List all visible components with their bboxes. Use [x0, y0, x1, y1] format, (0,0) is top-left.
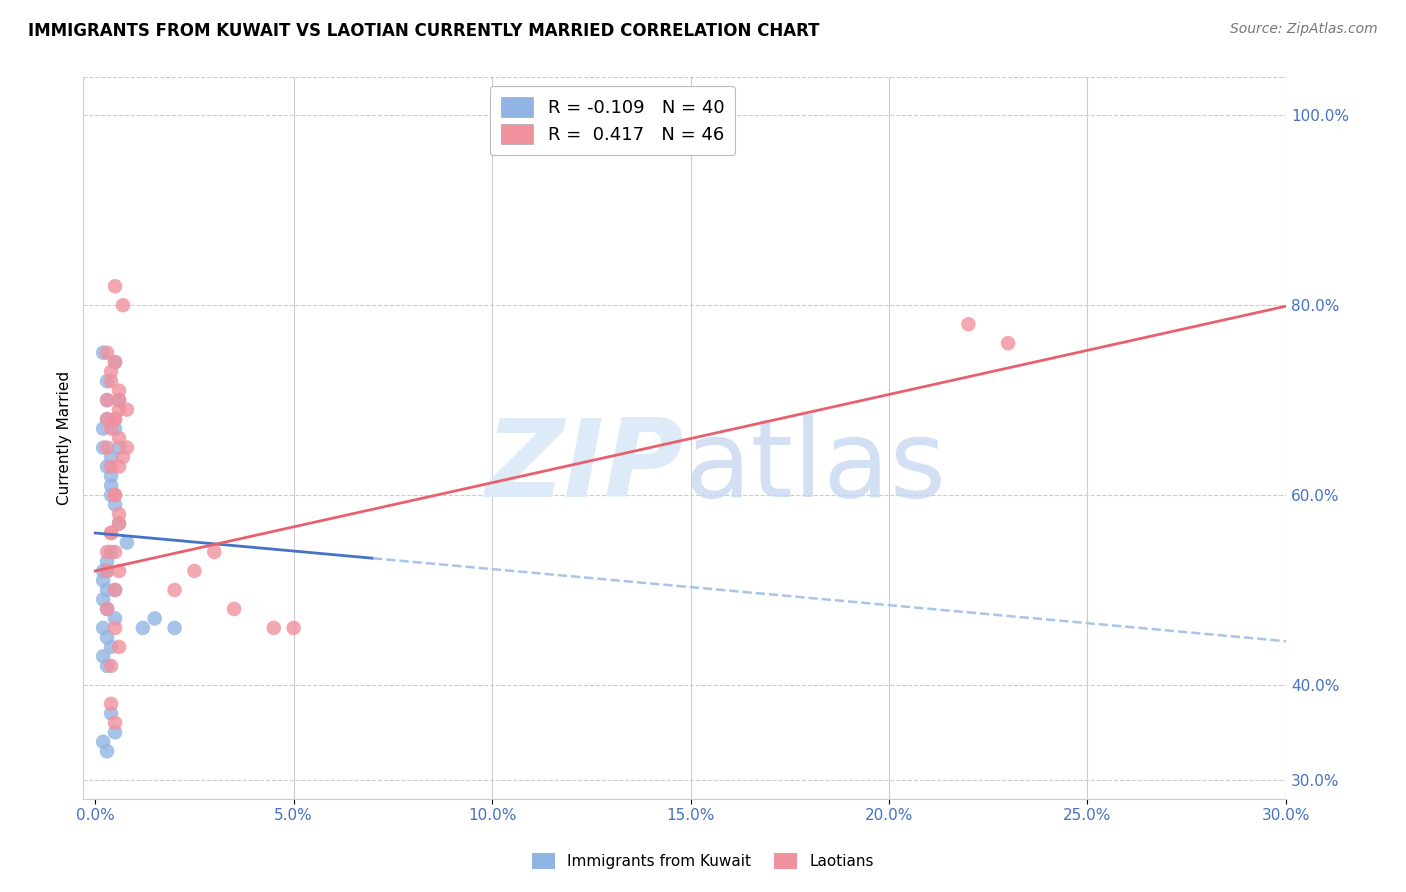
Point	[100, 422, 122, 436]
Point	[104, 422, 127, 436]
Point	[108, 459, 131, 474]
Point	[96, 374, 118, 388]
Point	[108, 431, 131, 445]
Point	[283, 621, 305, 635]
Point	[96, 564, 118, 578]
Point	[108, 507, 131, 521]
Point	[100, 640, 122, 654]
Point	[96, 564, 118, 578]
Point	[104, 621, 127, 635]
Point	[96, 582, 118, 597]
Point	[108, 441, 131, 455]
Point	[263, 621, 285, 635]
Point	[96, 345, 118, 359]
Point	[96, 412, 118, 426]
Point	[100, 545, 122, 559]
Point	[96, 412, 118, 426]
Point	[96, 459, 118, 474]
Point	[91, 735, 114, 749]
Point	[224, 602, 246, 616]
Point	[104, 498, 127, 512]
Point	[115, 441, 138, 455]
Point	[100, 488, 122, 502]
Point	[108, 393, 131, 408]
Point	[96, 393, 118, 408]
Point	[91, 441, 114, 455]
Point	[96, 602, 118, 616]
Point	[96, 441, 118, 455]
Point	[104, 715, 127, 730]
Y-axis label: Currently Married: Currently Married	[58, 371, 72, 505]
Point	[91, 345, 114, 359]
Point	[108, 640, 131, 654]
Point	[91, 574, 114, 588]
Point	[96, 744, 118, 758]
Point	[96, 554, 118, 568]
Text: atlas: atlas	[685, 414, 946, 520]
Point	[183, 564, 205, 578]
Point	[100, 478, 122, 492]
Point	[108, 393, 131, 408]
Point	[91, 422, 114, 436]
Point	[91, 592, 114, 607]
Point	[111, 298, 134, 312]
Point	[104, 611, 127, 625]
Point	[100, 374, 122, 388]
Point	[104, 355, 127, 369]
Point	[108, 384, 131, 398]
Point	[104, 582, 127, 597]
Point	[108, 564, 131, 578]
Point	[96, 631, 118, 645]
Point	[100, 706, 122, 721]
Text: Source: ZipAtlas.com: Source: ZipAtlas.com	[1230, 22, 1378, 37]
Point	[104, 412, 127, 426]
Text: ZIP: ZIP	[486, 414, 685, 520]
Point	[91, 621, 114, 635]
Point	[104, 725, 127, 739]
Point	[100, 459, 122, 474]
Point	[104, 488, 127, 502]
Point	[104, 582, 127, 597]
Point	[132, 621, 155, 635]
Point	[91, 649, 114, 664]
Point	[163, 621, 186, 635]
Point	[202, 545, 225, 559]
Point	[100, 450, 122, 464]
Point	[91, 564, 114, 578]
Point	[108, 516, 131, 531]
Point	[104, 545, 127, 559]
Legend: Immigrants from Kuwait, Laotians: Immigrants from Kuwait, Laotians	[526, 847, 880, 875]
Point	[100, 526, 122, 541]
Point	[115, 535, 138, 549]
Point	[108, 402, 131, 417]
Point	[104, 488, 127, 502]
Point	[997, 336, 1019, 351]
Point	[96, 393, 118, 408]
Text: IMMIGRANTS FROM KUWAIT VS LAOTIAN CURRENTLY MARRIED CORRELATION CHART: IMMIGRANTS FROM KUWAIT VS LAOTIAN CURREN…	[28, 22, 820, 40]
Point	[104, 355, 127, 369]
Legend: R = -0.109   N = 40, R =  0.417   N = 46: R = -0.109 N = 40, R = 0.417 N = 46	[489, 87, 735, 155]
Point	[111, 450, 134, 464]
Point	[104, 279, 127, 293]
Point	[100, 697, 122, 711]
Point	[96, 602, 118, 616]
Point	[100, 526, 122, 541]
Point	[100, 659, 122, 673]
Point	[96, 545, 118, 559]
Point	[100, 469, 122, 483]
Point	[163, 582, 186, 597]
Point	[96, 659, 118, 673]
Point	[100, 365, 122, 379]
Point	[957, 317, 980, 331]
Point	[108, 516, 131, 531]
Point	[143, 611, 166, 625]
Point	[115, 402, 138, 417]
Point	[104, 412, 127, 426]
